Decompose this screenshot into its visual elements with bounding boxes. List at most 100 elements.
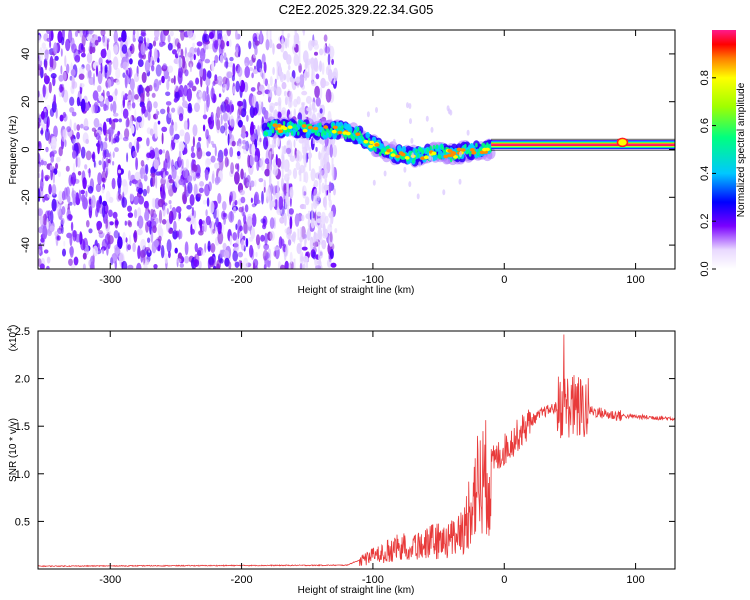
noise-spot (92, 245, 99, 257)
noise-spot (205, 77, 211, 87)
noise-spot (136, 228, 143, 236)
noise-spot (84, 244, 89, 256)
noise-spot (254, 191, 260, 205)
noise-spot (150, 208, 154, 218)
noise-spot (79, 83, 85, 88)
noise-spot (101, 238, 108, 251)
ridge-blob (356, 126, 360, 132)
ridge-blob (314, 130, 318, 136)
noise-spot (289, 76, 294, 83)
noise-spot (249, 105, 256, 118)
noise-spot (64, 204, 69, 209)
noise-spot (229, 56, 234, 62)
noise-spot (55, 107, 58, 119)
noise-spot (88, 167, 91, 178)
noise-spot (65, 165, 70, 172)
noise-spot (136, 30, 140, 41)
noise-spot (38, 226, 43, 234)
noise-spot (258, 100, 262, 109)
x-tick-label: 0 (501, 274, 507, 286)
noise-spot (191, 85, 197, 92)
noise-spot (279, 71, 285, 83)
noise-streak (311, 203, 314, 223)
noise-spot (308, 40, 313, 51)
noise-spot (126, 152, 129, 163)
noise-spot (146, 220, 152, 228)
noise-spot (251, 95, 257, 108)
noise-spot (232, 85, 236, 95)
noise-spot (102, 141, 108, 151)
noise-spot (150, 230, 154, 243)
noise-spot (257, 125, 260, 137)
noise-spot (214, 162, 220, 169)
noise-spot (220, 114, 223, 125)
snr-y-ticks: 0.5 1.0 1.5 2.0 2.5 (15, 326, 675, 528)
noise-spot (161, 219, 167, 225)
noise-streak (331, 157, 334, 176)
x-tick-label: -100 (362, 274, 384, 286)
noise-spot (311, 81, 317, 87)
noise-spot (234, 171, 240, 185)
noise-spot (237, 66, 243, 77)
noise-spot (38, 248, 41, 255)
noise-streak (276, 61, 279, 80)
noise-spot (319, 48, 324, 56)
noise-spot (192, 124, 198, 137)
noise-spot (303, 204, 307, 210)
noise-spot (48, 132, 51, 145)
noise-spot (206, 197, 210, 207)
noise-spot (113, 44, 119, 55)
noise-spot (261, 190, 264, 205)
noise-spot (46, 120, 49, 133)
noise-spot (62, 71, 67, 82)
faint-spot (411, 152, 415, 159)
x-tick-label: -100 (362, 574, 384, 586)
noise-streak (299, 227, 302, 263)
noise-spot (50, 156, 55, 162)
noise-spot (289, 251, 293, 264)
noise-spot (192, 42, 196, 48)
noise-spot (137, 36, 144, 44)
noise-streak (324, 178, 327, 211)
noise-spot (128, 67, 133, 78)
noise-streak (329, 211, 332, 228)
noise-spot (250, 121, 254, 131)
colorbar-tick-label: 0.0 (699, 261, 711, 276)
faint-spot (408, 181, 412, 188)
noise-spot (194, 242, 198, 253)
noise-spot (194, 47, 198, 53)
noise-spot (73, 256, 79, 266)
noise-spot (62, 128, 68, 139)
noise-spot (79, 123, 84, 129)
noise-spot (264, 78, 268, 87)
x-tick-label: -300 (99, 274, 121, 286)
noise-spot (294, 213, 300, 227)
noise-streak (324, 163, 327, 182)
snr-series-line (38, 334, 675, 568)
noise-spot (51, 198, 57, 212)
noise-spot (193, 217, 197, 232)
noise-spot (106, 232, 111, 241)
noise-spot (299, 262, 303, 269)
noise-spot (97, 172, 102, 186)
noise-spot (45, 146, 49, 153)
noise-spot (184, 241, 189, 256)
ridge-blob (271, 128, 275, 134)
noise-spot (198, 187, 204, 194)
noise-spot (122, 61, 129, 71)
noise-spot (242, 257, 249, 269)
noise-spot (273, 165, 279, 177)
noise-spot (189, 63, 192, 73)
noise-spot (152, 40, 157, 47)
ridge-blob (289, 120, 292, 126)
noise-spot (121, 197, 128, 208)
noise-spot (165, 91, 171, 97)
noise-spot (223, 148, 228, 157)
noise-spot (199, 181, 205, 187)
ridge-peak (431, 151, 437, 156)
noise-spot (287, 239, 292, 246)
noise-spot (74, 30, 79, 37)
ridge-peak (453, 155, 458, 159)
faint-spot (466, 129, 470, 136)
noise-spot (287, 169, 292, 176)
